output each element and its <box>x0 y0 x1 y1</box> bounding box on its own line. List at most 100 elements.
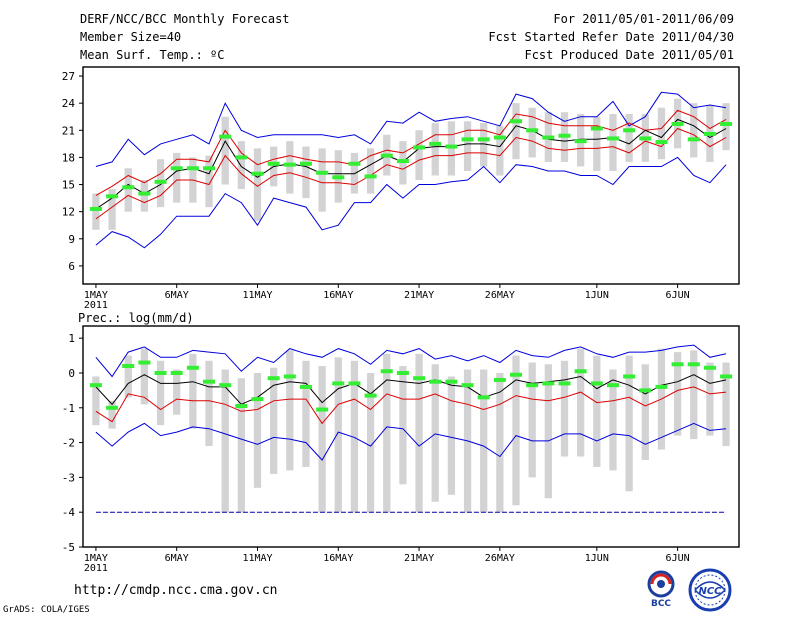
temp-spread-box <box>431 123 439 176</box>
prec-spread-box <box>205 360 213 447</box>
temp-median-marker <box>623 128 636 133</box>
prec-spread-box <box>431 364 439 502</box>
prec-x-tick-label: 6MAY <box>165 553 189 564</box>
temp-spread-box <box>237 141 245 190</box>
prec-series-max <box>95 344 727 378</box>
temp-spread-box <box>124 168 132 212</box>
prec-median-marker <box>235 404 248 409</box>
temp-plot-frame <box>82 66 740 285</box>
prec-median-marker <box>267 376 280 381</box>
temp-x-tick-year: 2011 <box>84 300 108 311</box>
prec-x-tick-label: 26MAY <box>485 553 515 564</box>
temp-x-tick-label: 11MAY <box>242 290 272 301</box>
temp-median-marker <box>380 153 393 158</box>
prec-series-mean <box>95 374 727 406</box>
prec-median-marker <box>186 365 199 370</box>
temp-median-marker <box>316 170 329 175</box>
prec-spread-box <box>173 369 181 415</box>
prec-median-marker <box>526 383 539 388</box>
prec-median-marker <box>558 381 571 386</box>
temp-median-marker <box>477 137 490 142</box>
prec-x-tick-label: 21MAY <box>404 553 434 564</box>
temp-median-marker <box>283 162 296 167</box>
prec-median-marker <box>154 370 167 375</box>
prec-spread-box <box>690 350 698 440</box>
temp-y-tick-label: 6 <box>68 260 75 273</box>
temp-median-marker <box>720 121 733 126</box>
prec-series-min <box>95 422 727 461</box>
prec-median-marker <box>413 376 426 381</box>
prec-y-tick-label: 1 <box>68 332 75 345</box>
source-url: http://cmdp.ncc.cma.gov.cn <box>74 583 278 598</box>
prec-spread-box <box>399 366 407 485</box>
temp-spread-box <box>463 121 472 171</box>
prec-y-tick-label: -2 <box>62 437 75 450</box>
prec-x-tick-label: 1MAY <box>84 553 108 564</box>
prec-median-marker <box>170 370 183 375</box>
temp-median-marker <box>606 136 619 141</box>
temp-median-marker <box>267 161 280 166</box>
prec-y-tick-label: -5 <box>62 541 75 554</box>
prec-spread-box <box>609 369 617 471</box>
prec-spread-box <box>641 364 649 460</box>
prec-x-tick-label: 6JUN <box>666 553 690 564</box>
prec-spread-box <box>189 353 197 429</box>
prec-median-marker <box>606 383 619 388</box>
prec-median-marker <box>316 407 329 412</box>
temp-spread-box <box>512 103 520 160</box>
prec-median-marker <box>106 405 119 410</box>
prec-median-marker <box>639 388 652 393</box>
prec-median-marker <box>461 383 474 388</box>
temp-median-marker <box>122 185 135 190</box>
prec-spread-box <box>156 360 165 426</box>
temp-y-tick-label: 21 <box>62 124 75 137</box>
prec-x-tick-label: 11MAY <box>242 553 272 564</box>
temp-spread-box <box>253 148 262 221</box>
temp-median-marker <box>526 128 539 133</box>
prec-median-marker <box>396 370 409 375</box>
temp-spread-box <box>318 148 326 212</box>
prec-median-marker <box>687 362 700 367</box>
prec-median-marker <box>590 381 603 386</box>
temp-median-marker <box>510 119 523 124</box>
prec-y-tick-label: -4 <box>62 506 76 519</box>
prec-median-marker <box>445 379 458 384</box>
prec-median-marker <box>283 374 296 379</box>
temp-median-marker <box>332 175 345 180</box>
ncc-logo: NCC <box>688 568 732 612</box>
temp-median-marker <box>299 161 312 166</box>
prec-spread-box <box>92 376 100 426</box>
prec-median-marker <box>138 360 151 365</box>
temp-spread-box <box>286 141 294 194</box>
prec-median-marker <box>703 365 716 370</box>
prec-spread-box <box>480 369 488 513</box>
temp-spread-box <box>496 125 504 176</box>
temp-median-marker <box>396 159 409 164</box>
temp-median-marker <box>89 206 102 211</box>
temp-median-marker <box>445 144 458 149</box>
prec-median-marker <box>671 362 684 367</box>
prec-spread-box <box>528 362 536 478</box>
temp-median-marker <box>574 139 587 144</box>
prec-median-marker <box>219 383 232 388</box>
prec-spread-box <box>350 360 359 513</box>
prec-spread-box <box>673 352 682 436</box>
prec-spread-box <box>447 376 456 495</box>
temp-median-marker <box>493 135 506 140</box>
prec-spread-box <box>706 362 714 436</box>
temp-median-marker <box>203 166 216 171</box>
prec-spread-box <box>496 372 504 513</box>
temp-spread-box <box>593 116 601 171</box>
prec-median-marker <box>720 374 733 379</box>
prec-median-marker <box>574 369 587 374</box>
prec-spread-box <box>544 364 552 499</box>
prec-spread-box <box>577 348 585 457</box>
temp-spread-box <box>108 189 116 230</box>
chart-title: DERF/NCC/BCC Monthly Forecast <box>80 12 290 26</box>
prec-median-marker <box>89 383 102 388</box>
bcc-logo: BCC <box>647 570 675 608</box>
prec-spread-box <box>383 353 391 513</box>
